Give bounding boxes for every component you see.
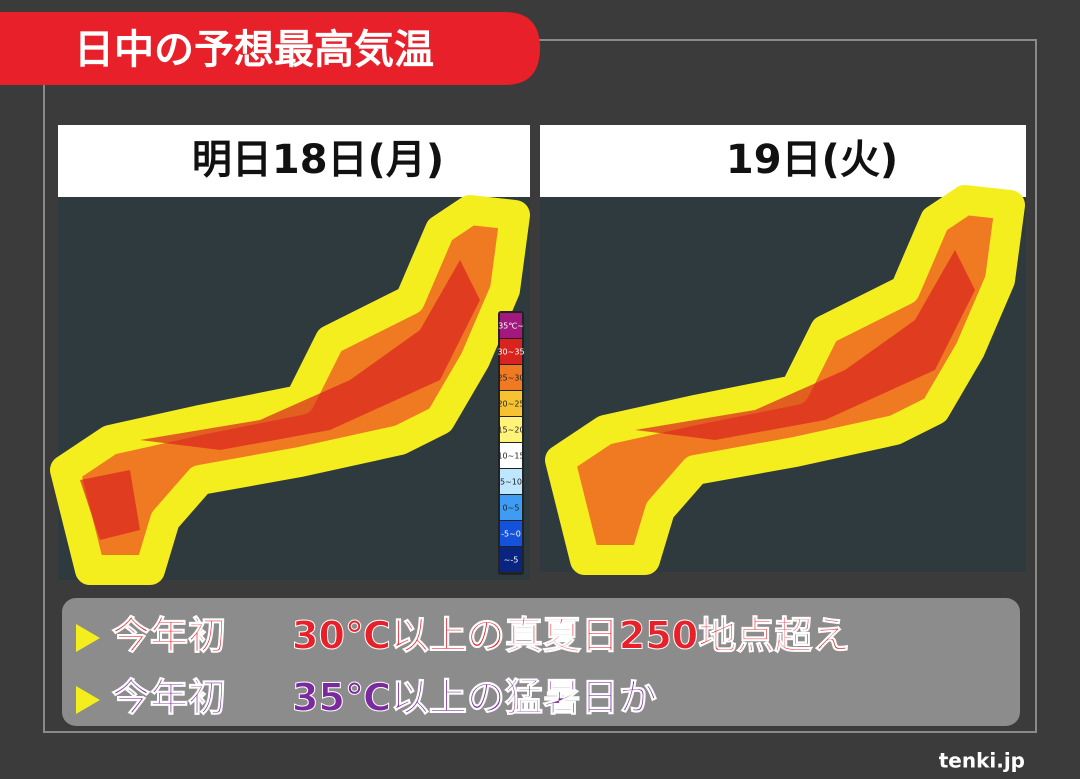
bullet <box>76 624 100 652</box>
japan-map <box>50 195 530 585</box>
bullet <box>76 686 100 714</box>
legend-label: 15~20 <box>497 426 524 435</box>
legend-swatch <box>500 391 522 416</box>
legend-label: 10~15 <box>497 452 524 461</box>
title: 日中の予想最高気温 <box>74 27 434 73</box>
frame <box>43 39 1037 733</box>
panel-header <box>540 125 1026 197</box>
legend-label: 20~25 <box>497 400 524 409</box>
legend-swatch <box>500 365 522 390</box>
caption-box <box>62 598 1020 726</box>
legend-swatch <box>500 469 522 494</box>
legend-swatch <box>500 443 522 468</box>
caption-text: 30℃以上の真夏日250地点超え <box>292 614 850 658</box>
legend-label: 5~10 <box>500 478 522 487</box>
legend-swatch <box>500 417 522 442</box>
legend-label: 35℃~ <box>498 322 524 331</box>
legend-label: 30~35 <box>497 348 524 357</box>
legend: 35℃~ 30~35 25~30 20~25 15~20 10~15 5~10 0~5 -5~0… <box>497 311 525 575</box>
legend-swatch <box>500 495 522 520</box>
panel-header <box>58 125 530 197</box>
legend-swatch <box>500 313 522 338</box>
caption-prefix: 今年初 <box>112 676 226 720</box>
legend-swatch <box>500 547 522 572</box>
legend-label: 0~5 <box>503 504 520 513</box>
map-panel: 明日18日(月) <box>50 125 530 585</box>
legend-label: 25~30 <box>497 374 524 383</box>
caption-prefix: 今年初 <box>112 614 226 658</box>
legend-label: ~-5 <box>504 556 519 565</box>
legend-swatch <box>500 339 522 364</box>
map-panel: 19日(火) <box>540 125 1026 575</box>
panel-date: 19日(火) <box>726 137 898 183</box>
title-box <box>0 12 540 85</box>
legend-label: -5~0 <box>501 530 521 539</box>
japan-map <box>545 185 1025 575</box>
legend-swatch <box>500 521 522 546</box>
caption-text: 35℃以上の猛暑日か <box>292 676 657 720</box>
logo: tenki.jp <box>939 749 1025 773</box>
panel-date: 明日18日(月) <box>192 137 444 183</box>
